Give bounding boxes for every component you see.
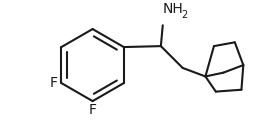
Text: NH: NH xyxy=(163,2,183,16)
Text: F: F xyxy=(50,76,58,90)
Text: F: F xyxy=(88,103,97,117)
Text: 2: 2 xyxy=(181,10,187,20)
